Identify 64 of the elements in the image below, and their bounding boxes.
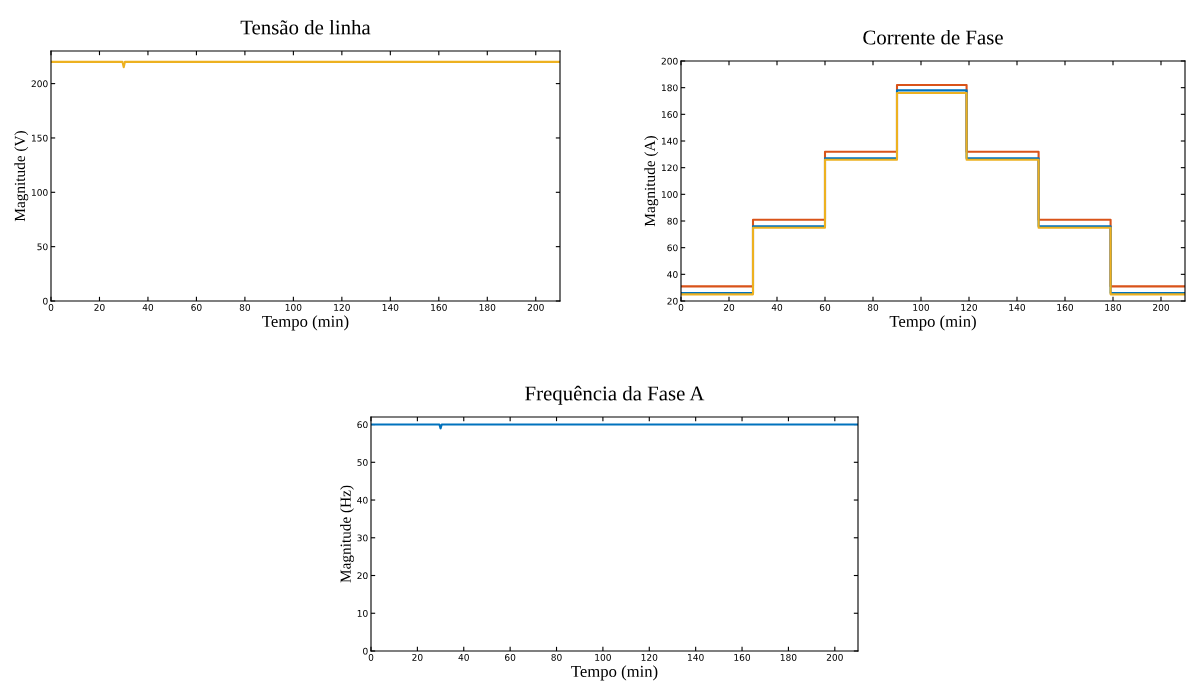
- y-tick-label: 160: [661, 111, 678, 118]
- chart-title: Tensão de linha: [240, 19, 371, 35]
- y-tick-label: 40: [357, 496, 368, 504]
- x-tick-label: 40: [458, 653, 469, 661]
- y-tick-label: 20: [667, 297, 678, 305]
- x-tick-label: 120: [961, 303, 978, 311]
- y-tick-label: 50: [37, 243, 48, 251]
- y-tick-label: 30: [357, 534, 368, 542]
- y-tick-label: 20: [357, 572, 368, 580]
- x-tick-label: 80: [239, 303, 251, 311]
- x-tick-label: 200: [826, 653, 843, 661]
- y-axis-title: Magnitude (Hz): [340, 485, 354, 583]
- x-tick-label: 100: [595, 653, 611, 661]
- x-tick-label: 140: [688, 653, 704, 661]
- y-tick-label: 0: [43, 297, 48, 305]
- x-tick-label: 160: [1057, 303, 1074, 311]
- y-axis-title: Magnitude (V): [14, 131, 29, 222]
- x-tick-label: 180: [1105, 303, 1122, 311]
- x-tick-label: 200: [527, 303, 544, 311]
- chart-title: Corrente de Fase: [863, 29, 1003, 45]
- x-tick-label: 100: [285, 303, 302, 311]
- y-tick-label: 100: [31, 189, 48, 196]
- y-tick-label: 120: [661, 164, 678, 172]
- x-tick-label: 140: [1009, 303, 1026, 311]
- x-tick-label: 80: [867, 303, 879, 311]
- x-tick-label: 20: [94, 303, 105, 311]
- y-tick-label: 140: [661, 137, 678, 145]
- x-axis-title: Tempo (min): [571, 665, 658, 681]
- y-tick-label: 40: [667, 271, 678, 278]
- x-tick-label: 100: [913, 303, 930, 311]
- x-tick-label: 180: [780, 653, 797, 661]
- x-tick-label: 200: [1153, 303, 1170, 311]
- x-tick-label: 20: [723, 303, 735, 311]
- y-tick-label: 50: [357, 459, 368, 466]
- y-tick-label: 180: [661, 84, 678, 92]
- y-tick-label: 200: [31, 80, 48, 88]
- x-tick-label: 80: [551, 653, 562, 661]
- x-axis-title: Tempo (min): [262, 315, 349, 331]
- y-tick-label: 0: [363, 647, 368, 655]
- x-tick-label: 160: [734, 653, 751, 661]
- x-tick-label: 60: [191, 303, 202, 311]
- x-tick-label: 120: [334, 303, 350, 311]
- x-tick-label: 0: [368, 653, 374, 661]
- y-tick-label: 100: [661, 191, 678, 198]
- x-tick-label: 160: [431, 303, 447, 311]
- y-tick-label: 150: [31, 134, 48, 142]
- x-tick-label: 0: [678, 303, 684, 311]
- x-tick-label: 0: [48, 303, 54, 311]
- x-tick-label: 140: [382, 303, 399, 311]
- x-tick-label: 60: [505, 653, 516, 661]
- x-tick-label: 120: [641, 653, 658, 661]
- y-axis-title: Magnitude (A): [644, 136, 659, 227]
- y-tick-label: 10: [357, 609, 368, 617]
- y-tick-label: 60: [667, 244, 678, 252]
- x-tick-label: 180: [479, 303, 496, 311]
- x-tick-label: 60: [819, 303, 831, 311]
- x-tick-label: 40: [142, 303, 154, 311]
- chart-title: Frequência da Fase A: [525, 385, 705, 405]
- x-tick-label: 40: [771, 303, 783, 311]
- x-axis-title: Tempo (min): [889, 315, 976, 331]
- y-tick-label: 200: [661, 57, 678, 65]
- x-tick-label: 20: [412, 653, 423, 661]
- y-tick-label: 80: [667, 217, 678, 225]
- y-tick-label: 60: [357, 421, 368, 429]
